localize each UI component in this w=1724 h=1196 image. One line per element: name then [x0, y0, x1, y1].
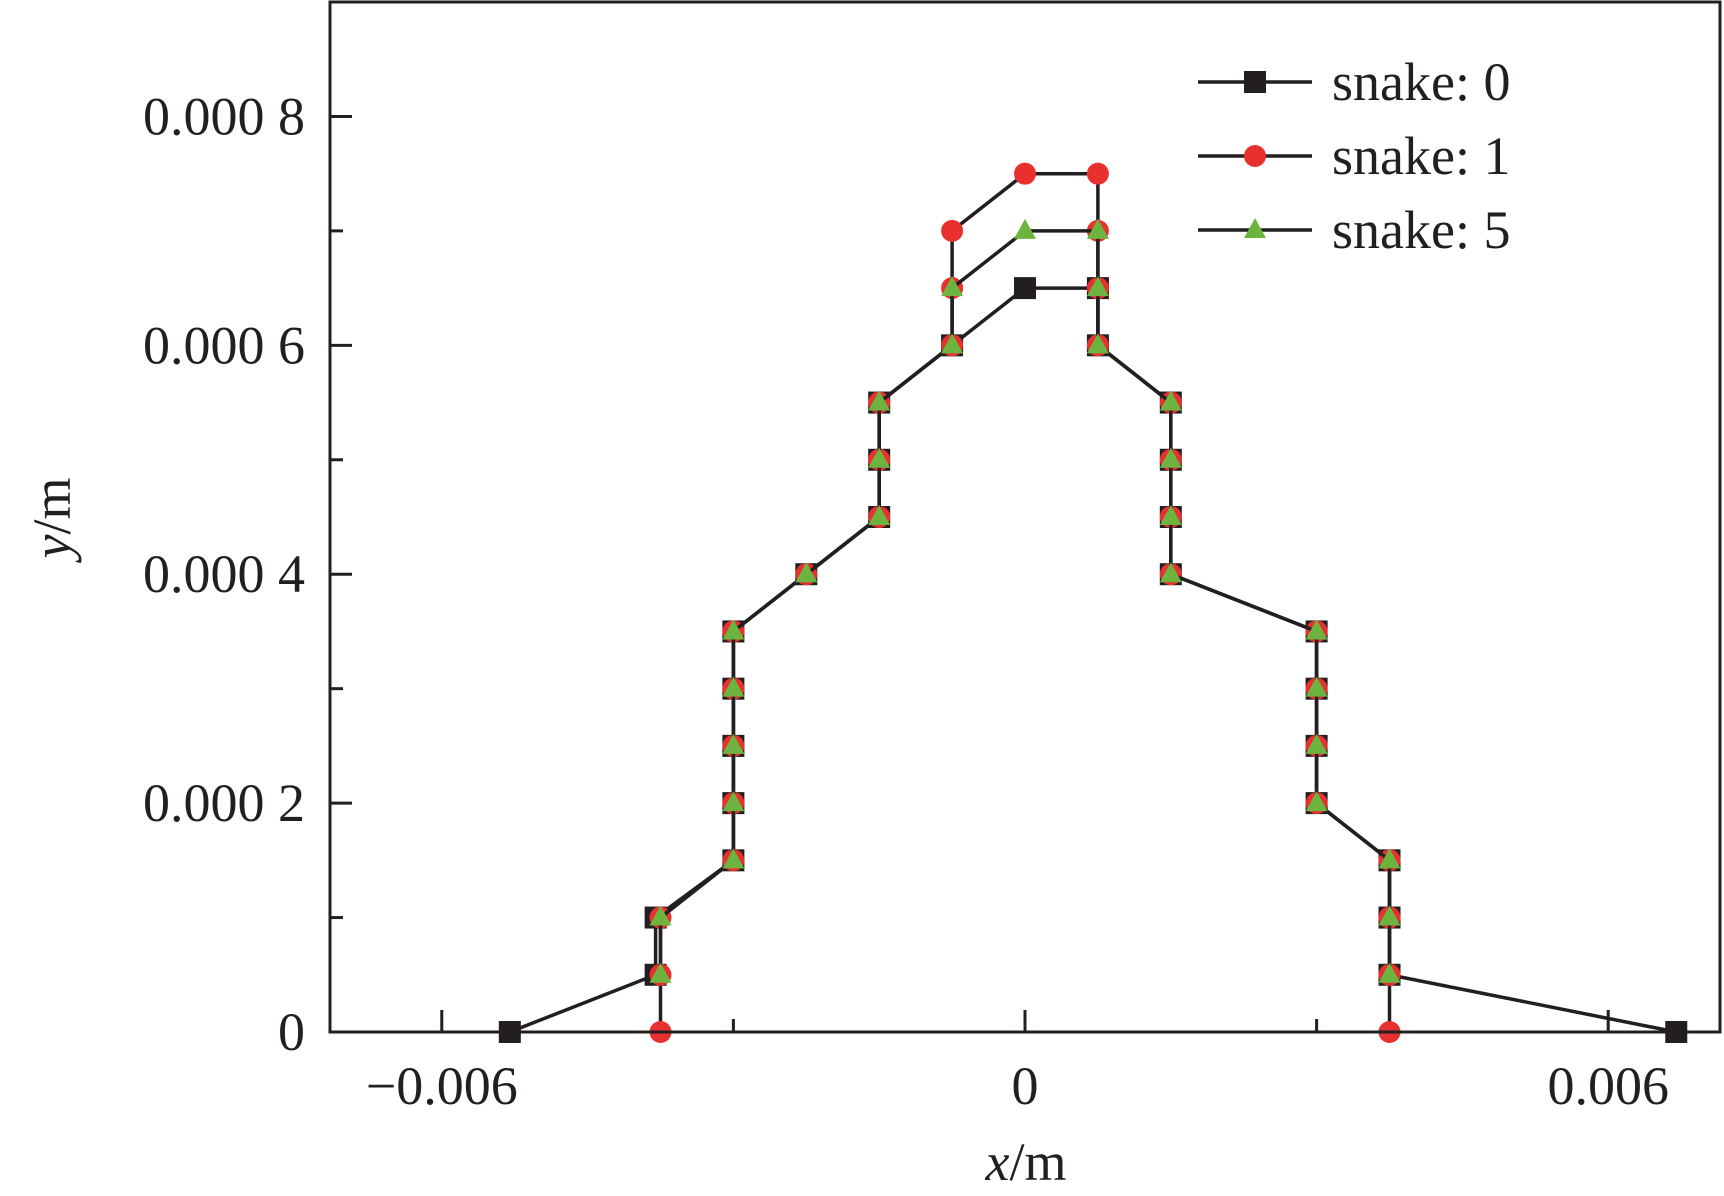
data-point-triangle [722, 619, 745, 640]
data-point-triangle [649, 962, 672, 983]
x-axis-title: x/m [985, 1132, 1067, 1192]
plot-frame [328, 0, 1722, 1034]
data-point-circle [1014, 162, 1036, 185]
data-point-triangle [722, 791, 745, 812]
legend: snake: 0 snake: 1 snake: 5 [1198, 52, 1510, 260]
data-point-triangle [722, 733, 745, 754]
y-axis-unit: /m [22, 478, 82, 535]
data-point-triangle [1014, 218, 1036, 239]
x-axis-ticks: −0.006 0 0.006 [366, 1010, 1669, 1116]
data-point-triangle [795, 562, 818, 583]
data-point-triangle [1378, 962, 1401, 983]
y-tick-label: 0.000 2 [143, 773, 305, 833]
legend-marker-circle [1244, 145, 1266, 167]
series-triangle [649, 218, 1401, 983]
data-point-triangle [1159, 390, 1182, 411]
data-point-triangle [649, 905, 672, 926]
y-tick-label: 0.000 8 [143, 86, 305, 146]
x-tick-label: 0.006 [1547, 1056, 1669, 1116]
data-point-triangle [941, 276, 964, 297]
y-axis-title: y/m [22, 478, 82, 564]
data-point-triangle [1305, 733, 1328, 754]
series-line [509, 286, 1677, 1034]
data-point-triangle [868, 390, 891, 411]
data-point-circle [1086, 162, 1109, 185]
data-point-triangle [1086, 333, 1109, 354]
y-axis-ticks: 0 0.000 2 0.000 4 0.000 6 0.000 8 [143, 86, 352, 1062]
legend-marker-square [1244, 71, 1266, 93]
data-point-triangle [1086, 218, 1109, 239]
data-point-triangle [868, 505, 891, 525]
x-tick-label: 0 [1012, 1056, 1039, 1116]
data-point-triangle [1086, 276, 1109, 297]
x-axis-variable: x [985, 1132, 1010, 1192]
data-point-triangle [1305, 619, 1328, 640]
series-square [498, 277, 1688, 1043]
x-tick-label: −0.006 [366, 1056, 518, 1116]
data-point-triangle [1159, 447, 1182, 468]
legend-item: snake: 1 [1198, 126, 1510, 186]
data-point-triangle [1378, 848, 1401, 869]
data-point-triangle [1159, 505, 1182, 525]
data-point-circle [941, 219, 964, 242]
legend-label: snake: 5 [1332, 200, 1510, 260]
data-point-triangle [941, 333, 964, 354]
legend-item: snake: 5 [1198, 200, 1510, 260]
data-point-square [1014, 277, 1036, 300]
series-line [658, 229, 1392, 975]
data-point-triangle [1305, 676, 1328, 697]
data-point-triangle [1378, 905, 1401, 926]
data-point-triangle [1159, 562, 1182, 583]
plot-series [498, 162, 1688, 1043]
x-axis-unit: /m [1009, 1132, 1066, 1192]
data-point-triangle [722, 848, 745, 869]
legend-label: snake: 1 [1332, 126, 1510, 186]
y-tick-label: 0 [278, 1002, 305, 1062]
data-point-triangle [722, 676, 745, 697]
legend-marker-triangle [1244, 218, 1266, 238]
data-point-triangle [868, 447, 891, 468]
y-tick-label: 0.000 4 [143, 544, 305, 604]
legend-item: snake: 0 [1198, 52, 1510, 112]
legend-label: snake: 0 [1332, 52, 1510, 112]
y-tick-label: 0.000 6 [143, 315, 305, 375]
data-point-triangle [1305, 791, 1328, 812]
y-axis-variable: y [22, 534, 82, 563]
